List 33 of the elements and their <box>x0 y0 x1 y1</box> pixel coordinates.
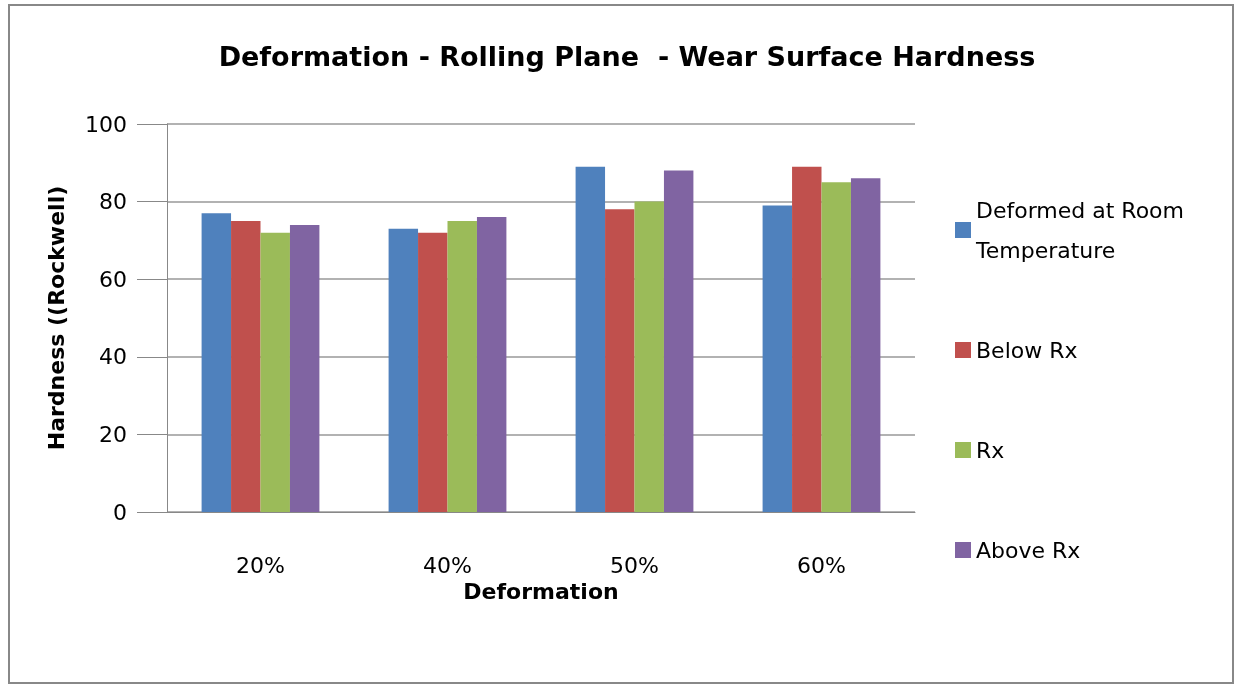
bar <box>663 170 694 512</box>
legend-label: Deformed at Room Temperature <box>975 197 1192 263</box>
bar <box>792 166 822 512</box>
y-tick-label: 0 <box>113 499 127 525</box>
x-tick-label: 40% <box>423 552 472 578</box>
chart-title: Deformation - Rolling Plane - Wear Surface Hardness <box>218 41 1036 72</box>
y-axis-title: Hardness ((Rockwell) <box>43 185 69 451</box>
legend-label: Above Rx <box>976 537 1081 563</box>
bar <box>575 166 606 512</box>
bar <box>231 221 261 512</box>
bar <box>634 201 664 512</box>
bar <box>260 232 290 512</box>
bar <box>447 221 477 512</box>
x-axis-title: Deformation <box>463 579 619 605</box>
bar <box>762 205 793 512</box>
bar <box>476 217 507 512</box>
bar <box>821 182 851 512</box>
y-tick-label: 80 <box>99 189 127 215</box>
x-tick-label: 60% <box>797 552 846 578</box>
bar <box>850 178 881 512</box>
bar <box>289 224 320 512</box>
bar <box>418 232 448 512</box>
x-tick-label: 50% <box>610 552 659 578</box>
y-tick-label: 40 <box>99 344 127 370</box>
x-tick-label: 20% <box>236 552 285 578</box>
bar <box>605 209 635 512</box>
y-tick-label: 20 <box>99 421 127 447</box>
y-tick-label: 60 <box>99 266 127 292</box>
legend-label: Below Rx <box>976 337 1078 363</box>
bar <box>388 228 419 512</box>
legend-label: Rx <box>976 437 1005 463</box>
y-tick-label: 100 <box>85 111 127 137</box>
bar <box>201 213 232 512</box>
